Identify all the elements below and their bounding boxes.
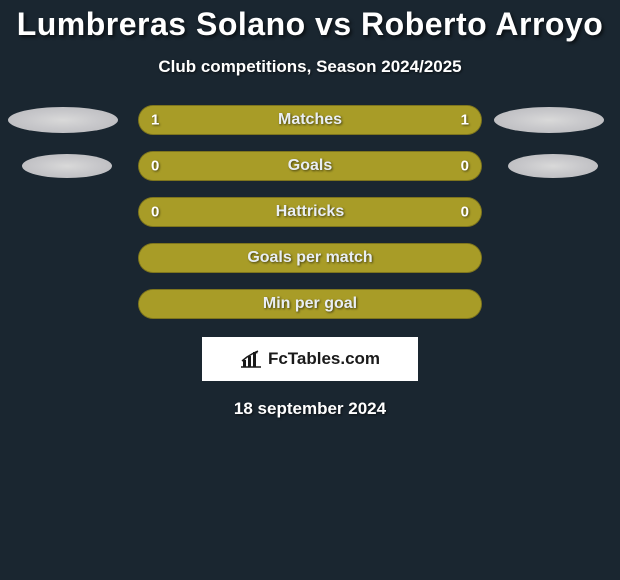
left-side-cell <box>8 107 126 133</box>
stat-rows: Matches11Goals00Hattricks00Goals per mat… <box>0 105 620 319</box>
bar-fill-right <box>310 106 481 134</box>
right-side-cell <box>494 107 612 133</box>
stat-value-left: 0 <box>151 204 159 221</box>
stat-bar: Goals00 <box>138 151 482 181</box>
stat-row: Min per goal <box>8 289 612 319</box>
left-side-cell <box>8 154 126 178</box>
stat-value-left: 0 <box>151 158 159 175</box>
bar-chart-icon <box>240 350 262 368</box>
bar-fill-right <box>310 198 481 226</box>
team-marker-icon <box>508 154 598 178</box>
stat-row: Hattricks00 <box>8 197 612 227</box>
bar-fill-left <box>139 290 310 318</box>
bar-fill-right <box>310 244 481 272</box>
stat-bar: Matches11 <box>138 105 482 135</box>
comparison-panel: Lumbreras Solano vs Roberto Arroyo Club … <box>0 0 620 419</box>
team-marker-icon <box>8 107 118 133</box>
bar-fill-right <box>310 152 481 180</box>
stat-row: Goals00 <box>8 151 612 181</box>
page-title: Lumbreras Solano vs Roberto Arroyo <box>0 6 620 43</box>
bar-fill-left <box>139 106 310 134</box>
stat-row: Matches11 <box>8 105 612 135</box>
date-label: 18 september 2024 <box>0 399 620 419</box>
team-marker-icon <box>494 107 604 133</box>
right-side-cell <box>494 154 612 178</box>
bar-fill-left <box>139 152 310 180</box>
team-marker-icon <box>22 154 112 178</box>
brand-box: FcTables.com <box>202 337 418 381</box>
stat-bar: Min per goal <box>138 289 482 319</box>
stat-row: Goals per match <box>8 243 612 273</box>
bar-fill-left <box>139 244 310 272</box>
brand-text: FcTables.com <box>268 349 380 369</box>
bar-fill-right <box>310 290 481 318</box>
stat-bar: Hattricks00 <box>138 197 482 227</box>
stat-value-left: 1 <box>151 112 159 129</box>
stat-value-right: 0 <box>461 158 469 175</box>
bar-fill-left <box>139 198 310 226</box>
stat-bar: Goals per match <box>138 243 482 273</box>
stat-value-right: 1 <box>461 112 469 129</box>
stat-value-right: 0 <box>461 204 469 221</box>
subtitle: Club competitions, Season 2024/2025 <box>0 57 620 77</box>
